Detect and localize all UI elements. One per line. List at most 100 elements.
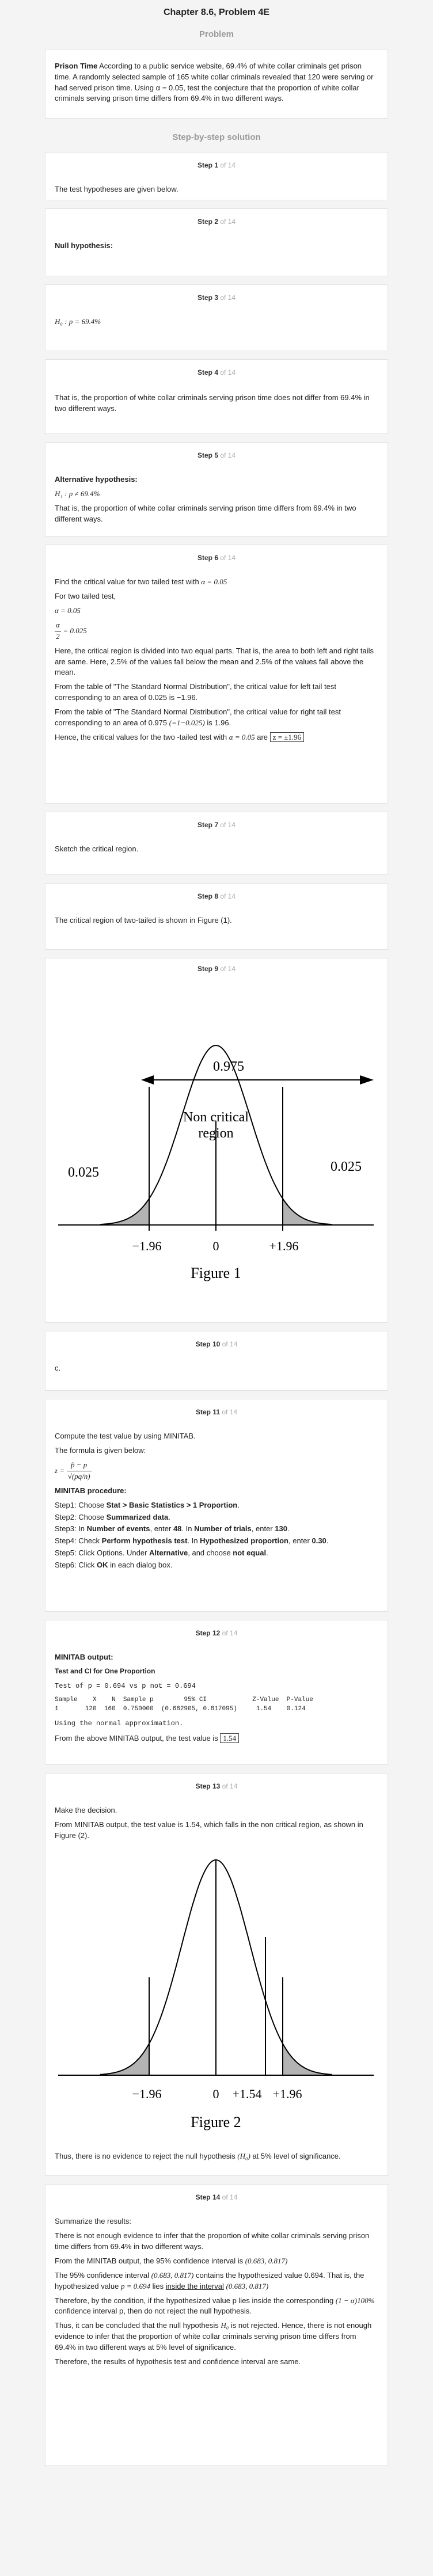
step6-line3: Here, the critical region is divided int… [55,646,374,677]
tick-label-mid: 0 [213,1239,219,1253]
step-card-9: Step 9 of 14 0.975 Non critical region [45,958,388,1323]
procedure-step-2: Step2: Choose Summarized data. [55,1512,170,1521]
step14-line3: From the MINITAB output, the 95% confide… [55,2256,288,2265]
minitab-output-subtitle: Test and CI for One Proportion [55,1667,155,1676]
step-header: Step 4 of 14 [197,368,236,377]
step11-line1: Compute the test value by using MINITAB. [55,1432,196,1441]
step-card-5: Step 5 of 14 Alternative hypothesis: H₁ … [45,442,388,537]
step13-line2: From MINITAB output, the test value is 1… [55,1820,363,1840]
step14-line6: Thus, it can be concluded that the null … [55,2321,372,2351]
step-header: Step 14 of 14 [195,2193,238,2202]
step6-line5: From the table of "The Standard Normal D… [55,707,341,727]
left-tail-region [100,2044,149,2075]
critical-value-box: z = ±1.96 [269,732,305,742]
figure-caption: Figure 2 [191,2114,241,2130]
step-text: The critical region of two-tailed is sho… [55,916,232,925]
arrow-head-right [360,1075,374,1085]
problem-heading: Problem [199,29,234,40]
right-tail-region [283,1198,332,1226]
procedure-step-4: Step4: Check Perform hypothesis test. In… [55,1536,329,1546]
normal-curve [100,1045,332,1226]
normal-curve-figure-2: −1.96 0 +1.54 +1.96 Figure 2 [58,1859,374,2130]
step11-line2: The formula is given below: [55,1446,146,1455]
step14-line7: Therefore, the results of hypothesis tes… [55,2357,301,2366]
figure-1: 0.975 Non critical region 0.025 0.025 −1… [55,977,378,1315]
figure-2: −1.96 0 +1.54 +1.96 Figure 2 [55,1845,378,2148]
right-tail-probability: 0.025 [331,1159,362,1174]
tick-label-left: −1.96 [132,1239,162,1253]
step14-line5: Therefore, by the condition, if the hypo… [55,2296,375,2316]
region-label-line2: region [198,1126,233,1141]
step-header: Step 5 of 14 [197,451,236,460]
step-card-11: Step 11 of 14 Compute the test value by … [45,1399,388,1612]
problem-lead: Prison Time [55,61,98,70]
step-header: Step 6 of 14 [197,554,236,562]
step-card-14: Step 14 of 14 Summarize the results: The… [45,2184,388,2467]
step-header: Step 9 of 14 [197,965,236,973]
procedure-step-5: Step5: Click Options. Under Alternative,… [55,1548,268,1558]
test-value-box: 1.54 [220,1733,240,1744]
alpha-value: α = 0.05 [55,606,81,615]
step-card-4: Step 4 of 14 That is, the proportion of … [45,359,388,435]
figure-caption: Figure 1 [191,1265,241,1281]
region-label-line1: Non critical [183,1110,249,1125]
solution-page: Chapter 8.6, Problem 4E Problem Prison T… [45,7,388,2467]
step-card-7: Step 7 of 14 Sketch the critical region. [45,812,388,876]
step-text: Null hypothesis: [55,241,113,250]
step6-line4: From the table of "The Standard Normal D… [55,682,336,702]
step-header: Step 13 of 14 [195,1782,238,1791]
step14-line4: The 95% confidence interval (0.683, 0.81… [55,2270,364,2290]
chapter-title: Chapter 8.6, Problem 4E [163,7,270,17]
tick-label-test: +1.54 [233,2087,262,2101]
alt-hypothesis-title: Alternative hypothesis: [55,475,138,484]
left-tail-probability: 0.025 [68,1165,99,1180]
minitab-output-title: MINITAB output: [55,1653,113,1662]
center-probability: 0.975 [213,1059,244,1074]
problem-card: Prison Time According to a public servic… [45,48,388,119]
step13-line3: Thus, there is no evidence to reject the… [55,2151,341,2160]
step-text: That is, the proportion of white collar … [55,504,356,523]
step-header: Step 1 of 14 [197,161,236,170]
step-card-6: Step 6 of 14 Find the critical value for… [45,545,388,804]
minitab-table-row: 1 120 160 0.750000 (0.682905, 0.817095) … [55,1706,306,1713]
step-text: Sketch the critical region. [55,844,139,854]
step6-line1: Find the critical value for two tailed t… [55,577,227,587]
tick-label-right: +1.96 [269,1239,299,1253]
step14-line2: There is not enough evidence to infer th… [55,2231,370,2251]
alt-hypothesis-formula: H₁ : p ≠ 69.4% [55,489,100,499]
left-tail-region [100,1198,149,1226]
step-card-8: Step 8 of 14 The critical region of two-… [45,883,388,950]
problem-text: Prison Time According to a public servic… [55,61,378,104]
step-header: Step 8 of 14 [197,892,236,901]
step-header: Step 11 of 14 [195,1408,238,1417]
minitab-approx-line: Using the normal approximation. [55,1719,184,1728]
problem-body: According to a public service website, 6… [55,61,374,103]
step-card-13: Step 13 of 14 Make the decision. From MI… [45,1773,388,2177]
z-formula: z = p̂ − p √(pq/n) [55,1460,92,1481]
step14-line1: Summarize the results: [55,2217,131,2226]
step13-line1: Make the decision. [55,1806,117,1815]
step-header: Step 10 of 14 [195,1340,238,1349]
procedure-title: MINITAB procedure: [55,1486,127,1495]
tick-label-mid: 0 [213,2087,219,2101]
right-tail-region [283,2044,332,2075]
step-header: Step 12 of 14 [195,1629,238,1638]
minitab-test-line: Test of p = 0.694 vs p not = 0.694 [55,1681,196,1690]
tick-label-right: +1.96 [273,2087,302,2101]
procedure-list: Step1: Choose Stat > Basic Statistics > … [55,1500,378,1571]
procedure-step-6: Step6: Click OK in each dialog box. [55,1560,173,1569]
minitab-result: From the above MINITAB output, the test … [55,1733,378,1744]
step6-line6: Hence, the critical values for the two -… [55,732,378,743]
tick-label-left: −1.96 [132,2087,162,2101]
null-hypothesis-formula: H₀ : p = 69.4% [55,317,101,326]
step-card-2: Step 2 of 14 Null hypothesis: [45,208,388,277]
normal-curve-figure-1: 0.975 Non critical region 0.025 0.025 −1… [58,1045,374,1281]
procedure-step-3: Step3: In Number of events, enter 48. In… [55,1524,290,1534]
arrow-head-left [141,1075,154,1085]
step-text: The test hypotheses are given below. [55,185,178,194]
step6-line2: For two tailed test, [55,592,116,601]
step-header: Step 3 of 14 [197,294,236,302]
procedure-step-1: Step1: Choose Stat > Basic Statistics > … [55,1500,240,1509]
step-card-10: Step 10 of 14 c. [45,1331,388,1391]
